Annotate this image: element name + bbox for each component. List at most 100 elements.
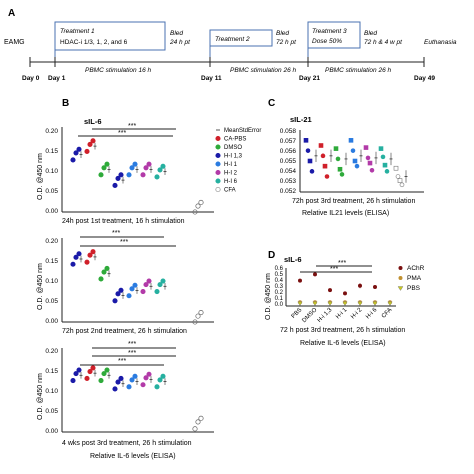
stim-label-3: PBMC stimulation 26 h xyxy=(325,67,391,74)
b3-point-h-i-1-3-1 xyxy=(112,386,118,392)
b1-point-cfa-3 xyxy=(198,199,204,205)
b1-point-h-i-2-2 xyxy=(143,165,149,171)
b2-point-h-i-1-3-1 xyxy=(112,298,118,304)
b3-point-dmso-3 xyxy=(104,367,110,373)
b2-point-ca-pbs-a-2 xyxy=(73,254,79,260)
b1-points xyxy=(70,138,204,215)
b2-ytick-1: 0.15 xyxy=(45,258,58,265)
legend-b-marker-6 xyxy=(215,178,221,184)
b1-point-h-i-1-3-3 xyxy=(118,172,124,178)
day-label-1: Day 1 xyxy=(48,75,66,82)
d-xtick-3: H-i 1 xyxy=(335,307,349,321)
b1-point-h-i-2-3 xyxy=(146,161,152,167)
b1-ytick-1: 0.15 xyxy=(45,148,58,155)
b2-sig-1: *** xyxy=(120,239,128,246)
b2-point-h-i-6-3 xyxy=(160,278,166,284)
b2-point-h-i-1-1 xyxy=(126,293,132,299)
b1-point-h-i-6-3 xyxy=(160,163,166,169)
treatment-1-line-2: HDAC-i 1/3, 1, 2, and 6 xyxy=(60,39,128,46)
b3-points xyxy=(70,365,204,432)
d-x-label: 72 h post 3rd treatment, 26 h stimulatio… xyxy=(280,327,405,334)
b3-ytick-0: 0.20 xyxy=(45,348,58,355)
b2-point-h-i-1-3 xyxy=(132,282,138,288)
c-point-2-0 xyxy=(333,146,339,151)
day-label-0: Day 0 xyxy=(22,75,40,82)
c-point-3-1 xyxy=(350,148,356,153)
panel-b-title: sIL-6 xyxy=(84,117,102,126)
b1-point-h-i-1-1 xyxy=(126,172,132,178)
b1-point-cfa-2 xyxy=(195,203,201,209)
c-ytick-2: 0.056 xyxy=(280,148,297,155)
c-ytick-5: 0.053 xyxy=(280,178,297,185)
legend-b-label-6: H-I 6 xyxy=(224,179,238,185)
b3-point-ca-pbs-1 xyxy=(84,375,90,382)
b1-point-cfa-1 xyxy=(192,209,198,215)
chart-d: D sIL-6 O.D. @450 nm 0.6 0.5 0.4 0.3 0.2… xyxy=(265,250,425,347)
c-point-1-1 xyxy=(320,153,326,159)
c-ytick-4: 0.054 xyxy=(280,168,297,175)
c-point-0-3 xyxy=(309,169,315,174)
b2-point-h-i-6-1 xyxy=(154,288,160,295)
d-sig-1: *** xyxy=(330,266,338,273)
d-point-pbs-4 xyxy=(357,301,363,306)
treatment-2-box xyxy=(209,29,273,47)
c-point-3-0 xyxy=(348,138,354,143)
c-x-title: Relative IL21 levels (ELISA) xyxy=(302,210,389,217)
c-point-3-2 xyxy=(352,158,358,164)
legend-b-label-1: CA-PBS xyxy=(224,137,246,143)
d-legend-marker-pma xyxy=(398,276,403,280)
b3-ytick-4: 0.00 xyxy=(45,428,58,435)
legend-b-label-3: H-I 1,3 xyxy=(224,154,243,160)
eamg-label: EAMG xyxy=(4,39,25,46)
c-points xyxy=(303,138,408,188)
b1-point-ca-pbs-a-1 xyxy=(70,157,76,163)
b2-point-cfa-2 xyxy=(195,313,201,319)
b3-point-cfa-2 xyxy=(195,419,201,425)
b3-point-ca-pbs-3 xyxy=(90,365,96,371)
d-point-achr-3 xyxy=(343,291,347,296)
d-y-label: O.D. @450 nm xyxy=(265,273,272,320)
c-ytick-3: 0.055 xyxy=(280,158,297,165)
b3-ytick-3: 0.05 xyxy=(45,408,58,415)
b2-ytick-4: 0.00 xyxy=(45,318,58,325)
b3-point-h-i-1-2 xyxy=(129,377,135,383)
c-point-5-2 xyxy=(382,162,388,168)
c-point-6-2 xyxy=(397,178,403,183)
legend-b-marker-3 xyxy=(215,152,221,159)
b3-point-cfa-3 xyxy=(198,415,204,421)
d-point-achr-1 xyxy=(313,272,317,277)
b1-point-h-i-1-3-1 xyxy=(112,182,118,188)
b2-point-dmso-1 xyxy=(98,276,104,282)
b1-point-h-i-1-2 xyxy=(129,165,135,171)
d-ytick-2: 0.4 xyxy=(275,278,284,284)
b3-x-label: 4 wks post 3rd treatment, 26 h stimulati… xyxy=(62,440,192,447)
d-legend: AChR PMA PBS xyxy=(397,265,425,292)
b3-point-h-i-6-1 xyxy=(154,384,160,390)
d-ytick-1: 0.5 xyxy=(275,272,284,278)
d-ytick-6: 0.0 xyxy=(275,302,284,308)
b3-point-ca-pbs-a-1 xyxy=(70,377,76,384)
d-xtick-0: PBS xyxy=(291,307,304,320)
b3-sig-2: *** xyxy=(128,350,136,357)
b3-point-h-i-2-2 xyxy=(143,375,149,381)
c-point-6-0 xyxy=(393,165,399,171)
b1-ytick-0: 0.20 xyxy=(45,128,58,135)
d-point-achr-0 xyxy=(298,278,302,283)
b1-sig-1: *** xyxy=(118,130,126,137)
b2-y-label: O.D. @450 nm xyxy=(37,263,44,310)
panel-d-letter: D xyxy=(268,250,275,261)
d-xtick-5: H-i 6 xyxy=(365,307,379,321)
chart-c: C sIL-21 0.058 0.057 0.056 0.055 0.054 0… xyxy=(268,98,424,217)
b3-point-ca-pbs-a-3 xyxy=(76,367,82,373)
b3-ytick-2: 0.10 xyxy=(45,388,58,395)
b2-point-dmso-3 xyxy=(104,265,110,272)
legend-b-marker-7 xyxy=(215,186,221,193)
b1-ytick-2: 0.10 xyxy=(45,168,58,175)
b3-point-h-i-1-1 xyxy=(126,384,132,390)
b1-point-h-i-6-1 xyxy=(154,174,160,180)
b2-points xyxy=(70,249,204,325)
b1-point-ca-pbs-1 xyxy=(84,148,90,154)
c-point-0-1 xyxy=(305,148,311,153)
b2-sig-2: *** xyxy=(112,230,120,237)
c-point-3-3 xyxy=(354,163,360,169)
